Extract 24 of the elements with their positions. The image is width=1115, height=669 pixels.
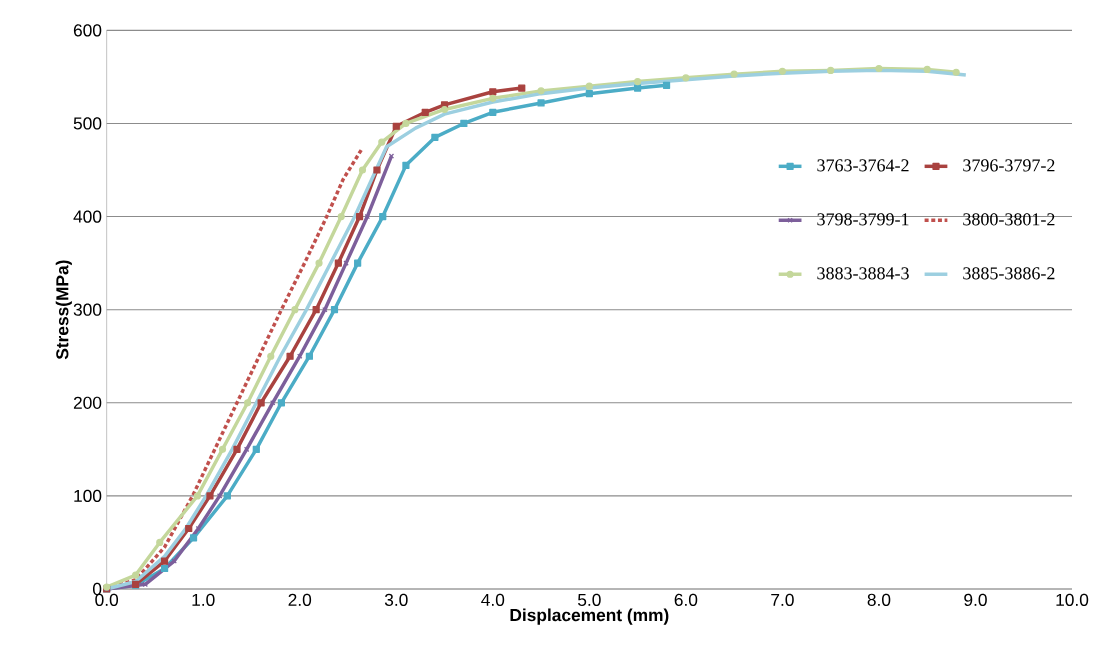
legend-label: 3798-3799-1: [817, 213, 909, 226]
x-tick-label: 2.0: [288, 593, 312, 606]
legend-label: 3883-3884-3: [817, 267, 909, 280]
x-tick-label: 4.0: [481, 593, 505, 606]
y-axis-title: Stress(MPa): [55, 260, 72, 360]
y-tick-label: 600: [73, 24, 102, 37]
y-tick-label: 300: [73, 303, 102, 316]
x-axis-title: Displacement (mm): [510, 608, 669, 625]
y-tick-label: 500: [73, 117, 102, 130]
legend-label: 3796-3797-2: [963, 159, 1055, 172]
x-tick-label: 6.0: [674, 593, 698, 606]
legend-label: 3800-3801-2: [963, 213, 1055, 226]
x-tick-label: 9.0: [964, 593, 987, 606]
legend-label: 3763-3764-2: [817, 159, 909, 172]
y-tick-label: 400: [73, 210, 102, 223]
legend-label: 3885-3886-2: [963, 267, 1055, 280]
x-tick-label: 1.0: [192, 593, 215, 606]
y-tick-label: 100: [74, 489, 102, 503]
x-tick-label: 7.0: [771, 593, 794, 606]
x-tick-label: 10.0: [1056, 593, 1089, 606]
x-tick-label: 8.0: [867, 593, 891, 606]
x-tick-label: 5.0: [577, 593, 601, 606]
x-tick-label: 3.0: [384, 593, 408, 606]
y-tick-label: 200: [73, 396, 102, 409]
